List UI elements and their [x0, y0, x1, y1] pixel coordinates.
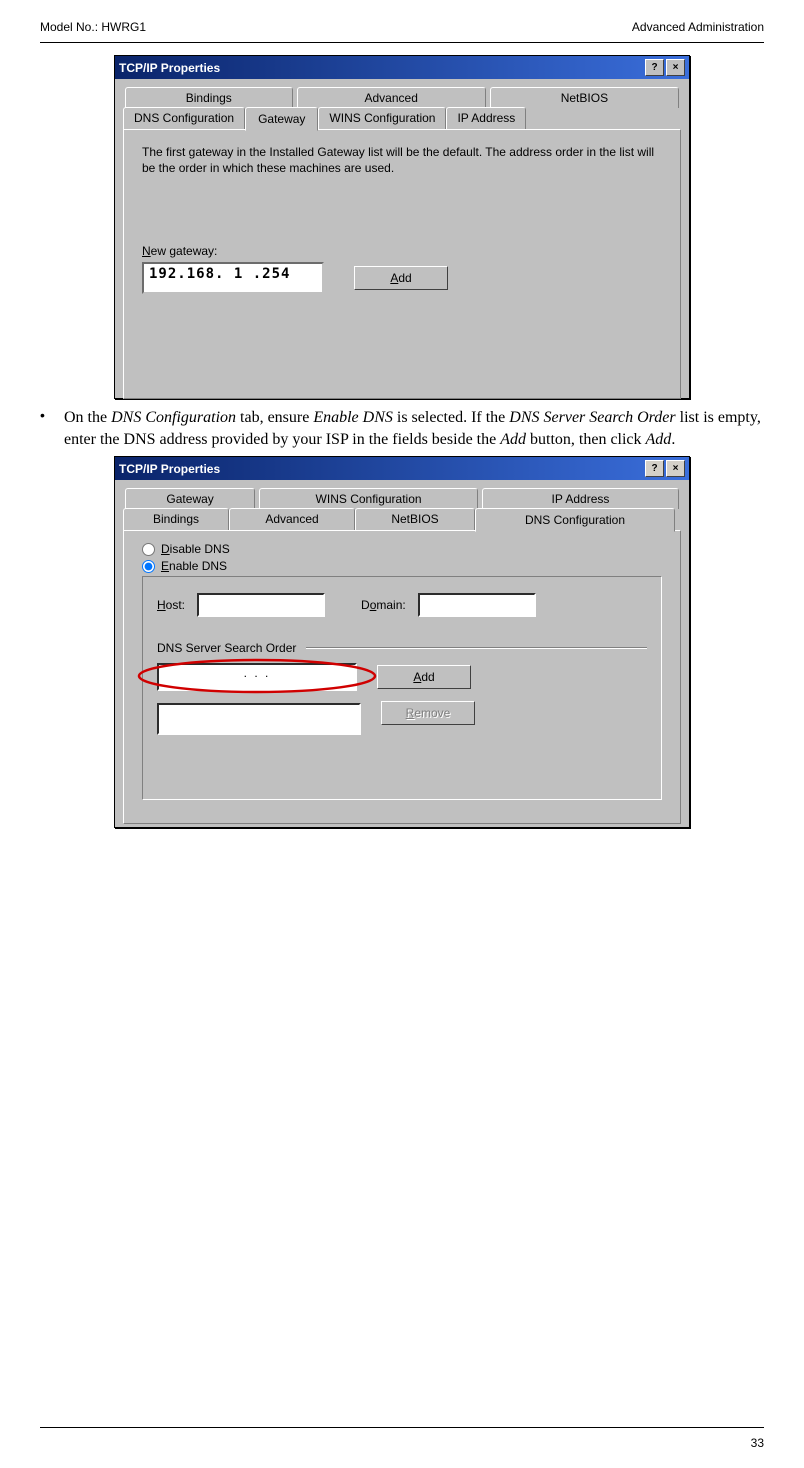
tab-dns-active[interactable]: DNS Configuration	[475, 508, 675, 532]
tab-netbios[interactable]: NetBIOS	[490, 87, 679, 108]
dialog-title: TCP/IP Properties	[119, 462, 220, 476]
tab-bindings[interactable]: Bindings	[125, 87, 293, 108]
tab-panel: The first gateway in the Installed Gatew…	[123, 129, 681, 399]
dialog-gateway: TCP/IP Properties ? × Bindings Advanced …	[114, 55, 690, 399]
dns-ip-highlight: . . .	[157, 663, 357, 691]
dns-ip-field[interactable]: . . .	[157, 663, 357, 691]
host-label: Host:	[157, 598, 185, 612]
search-order-label: DNS Server Search Order	[157, 641, 296, 655]
tab-bindings[interactable]: Bindings	[123, 508, 229, 531]
header-rule	[40, 42, 764, 43]
tab-netbios[interactable]: NetBIOS	[355, 508, 475, 531]
tab-wins[interactable]: WINS Configuration	[259, 488, 478, 509]
radio-input[interactable]	[142, 560, 155, 573]
tab-dns[interactable]: DNS Configuration	[123, 107, 245, 130]
close-icon[interactable]: ×	[666, 460, 685, 477]
tab-gateway[interactable]: Gateway	[245, 107, 318, 131]
new-gateway-label: New gateway:	[142, 244, 662, 258]
dns-listbox[interactable]	[157, 703, 361, 735]
tab-gateway[interactable]: Gateway	[125, 488, 255, 509]
header-left: Model No.: HWRG1	[40, 20, 146, 34]
domain-field[interactable]	[418, 593, 536, 617]
tabs: Gateway WINS Configuration IP Address Bi…	[115, 480, 689, 531]
tab-advanced[interactable]: Advanced	[297, 87, 486, 108]
help-icon[interactable]: ?	[645, 59, 664, 76]
close-icon[interactable]: ×	[666, 59, 685, 76]
add-button[interactable]: Add	[354, 266, 448, 290]
tab-panel: Disable DNS Enable DNS Host: Domain: DNS…	[123, 530, 681, 824]
tab-advanced[interactable]: Advanced	[229, 508, 355, 531]
page-number: 33	[751, 1436, 764, 1450]
instruction-bullet: • On the DNS Configuration tab, ensure E…	[40, 407, 764, 450]
tab-ip[interactable]: IP Address	[482, 488, 679, 509]
footer-rule	[40, 1427, 764, 1428]
tabs: Bindings Advanced NetBIOS DNS Configurat…	[115, 79, 689, 130]
disable-dns-radio[interactable]: Disable DNS	[142, 542, 662, 556]
ip-address-field[interactable]: 192.168. 1 .254	[142, 262, 324, 294]
titlebar: TCP/IP Properties ? ×	[115, 56, 689, 79]
dialog-dns: TCP/IP Properties ? × Gateway WINS Confi…	[114, 456, 690, 828]
domain-label: Domain:	[361, 598, 406, 612]
page: Model No.: HWRG1 Advanced Administration…	[0, 0, 804, 1468]
remove-button[interactable]: Remove	[381, 701, 475, 725]
gateway-desc: The first gateway in the Installed Gatew…	[142, 144, 662, 176]
header-right: Advanced Administration	[632, 20, 764, 34]
add-button[interactable]: Add	[377, 665, 471, 689]
tab-ip[interactable]: IP Address	[446, 107, 526, 130]
dialog-title: TCP/IP Properties	[119, 61, 220, 75]
enable-dns-radio[interactable]: Enable DNS	[142, 559, 662, 573]
help-icon[interactable]: ?	[645, 460, 664, 477]
host-field[interactable]	[197, 593, 325, 617]
tab-wins[interactable]: WINS Configuration	[318, 107, 446, 130]
page-header: Model No.: HWRG1 Advanced Administration	[40, 20, 764, 34]
titlebar: TCP/IP Properties ? ×	[115, 457, 689, 480]
radio-input[interactable]	[142, 543, 155, 556]
